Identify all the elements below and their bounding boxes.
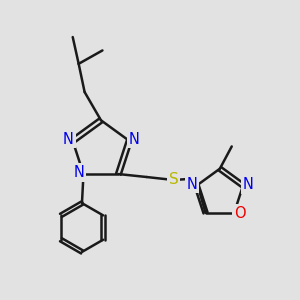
Text: N: N — [128, 132, 140, 147]
Text: N: N — [187, 177, 198, 192]
Text: N: N — [63, 132, 74, 147]
Text: O: O — [234, 206, 245, 221]
Text: N: N — [73, 165, 84, 180]
Text: S: S — [169, 172, 178, 187]
Text: N: N — [243, 178, 254, 193]
